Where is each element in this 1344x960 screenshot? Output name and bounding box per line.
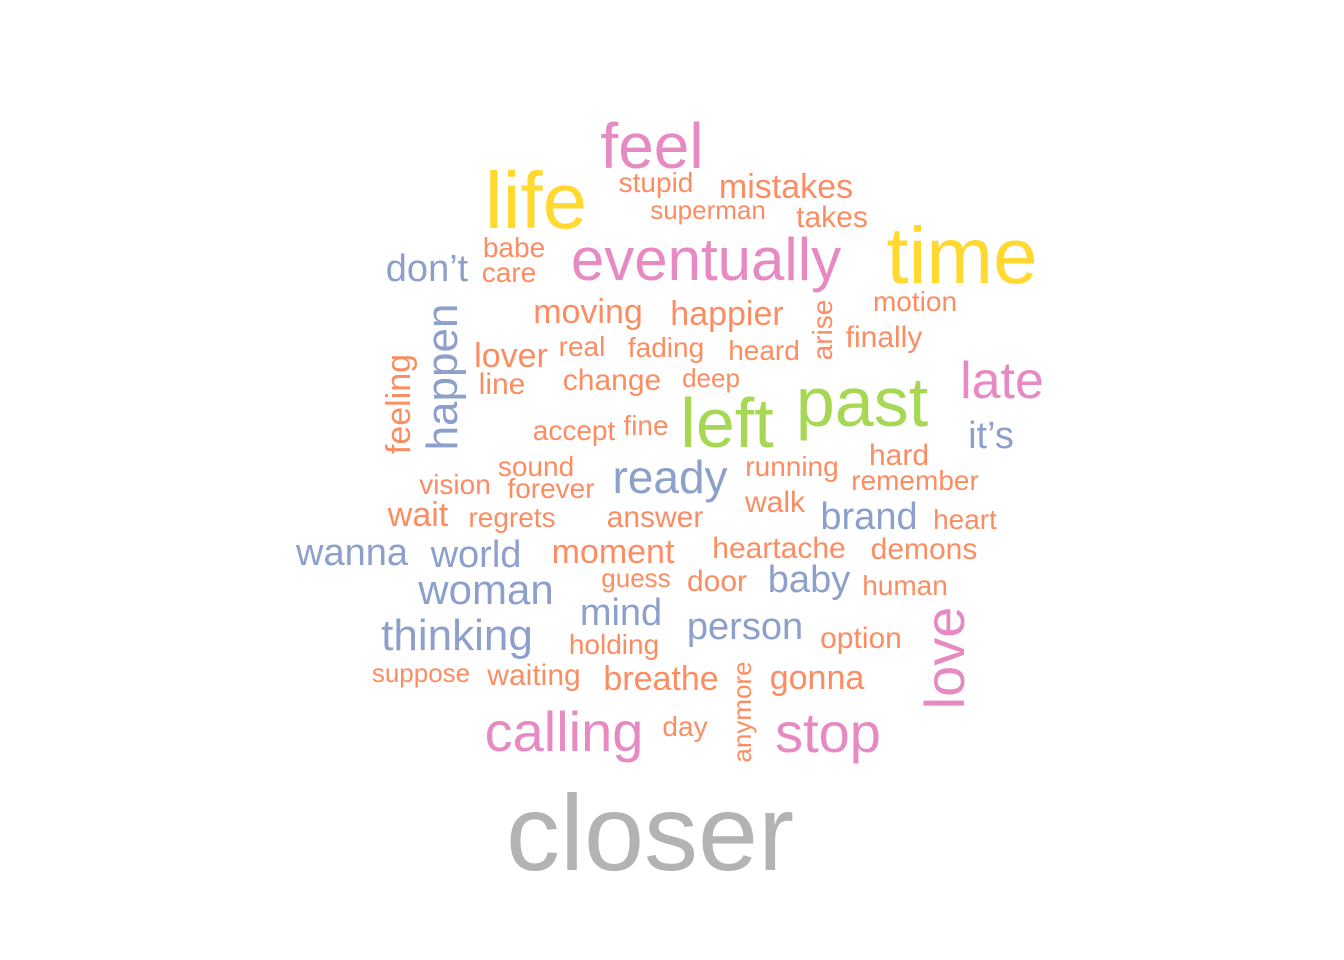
word-thinking: thinking — [381, 611, 533, 660]
word-mistakes: mistakes — [718, 168, 854, 206]
word-fading: fading — [627, 332, 705, 363]
word-wanna: wanna — [296, 532, 408, 574]
word-heartache: heartache — [712, 532, 846, 565]
word-love: love — [913, 606, 976, 710]
word-demons: demons — [870, 533, 978, 566]
word-holding: holding — [568, 629, 660, 660]
word-time: time — [886, 211, 1038, 300]
word-answer: answer — [606, 501, 704, 534]
word-guess: guess — [601, 563, 671, 593]
word-its: it’s — [968, 415, 1014, 457]
word-suppose: suppose — [371, 658, 471, 688]
word-stop: stop — [775, 701, 881, 764]
word-option: option — [820, 622, 902, 655]
word-motion: motion — [872, 286, 958, 317]
word-heard: heard — [728, 335, 800, 366]
word-world: world — [430, 534, 522, 576]
word-babe: babe — [482, 232, 546, 263]
word-feeling: feeling — [380, 353, 418, 455]
word-woman: woman — [418, 566, 554, 613]
word-stupid: stupid — [618, 167, 694, 198]
word-brand: brand — [820, 496, 918, 538]
word-closer: closer — [505, 772, 795, 893]
word-real: real — [558, 331, 606, 362]
word-dont: don’t — [385, 248, 469, 290]
word-past: past — [795, 363, 929, 441]
word-anymore: anymore — [727, 661, 757, 763]
word-arise: arise — [807, 299, 838, 361]
word-heart: heart — [933, 504, 997, 535]
word-gonna: gonna — [769, 659, 865, 697]
word-ready: ready — [612, 451, 728, 503]
word-happier: happier — [670, 295, 784, 333]
word-feel: feel — [600, 110, 704, 182]
word-moving: moving — [533, 293, 643, 331]
word-breathe: breathe — [603, 660, 719, 698]
word-human: human — [862, 570, 948, 601]
word-day: day — [662, 711, 708, 742]
word-forever: forever — [507, 473, 595, 504]
word-walk: walk — [744, 486, 806, 519]
word-moment: moment — [551, 533, 675, 571]
word-running: running — [745, 451, 839, 482]
word-line: line — [478, 368, 526, 401]
word-accept: accept — [532, 415, 616, 446]
word-superman: superman — [650, 195, 766, 225]
word-wait: wait — [387, 496, 449, 534]
word-lover: lover — [474, 337, 548, 375]
word-sound: sound — [497, 451, 575, 482]
word-life: life — [484, 156, 588, 245]
word-hard: hard — [868, 439, 930, 472]
word-eventually: eventually — [570, 226, 842, 293]
word-happen: happen — [418, 303, 467, 451]
word-waiting: waiting — [487, 659, 581, 692]
word-mind: mind — [579, 592, 663, 634]
word-door: door — [686, 565, 748, 598]
word-deep: deep — [682, 363, 740, 393]
word-care: care — [481, 257, 537, 288]
word-calling: calling — [484, 700, 644, 763]
word-fine: fine — [623, 410, 669, 441]
word-person: person — [686, 606, 804, 648]
word-takes: takes — [796, 201, 868, 234]
word-change: change — [562, 364, 662, 397]
word-baby: baby — [767, 559, 851, 601]
word-left: left — [680, 384, 774, 462]
word-late: late — [960, 352, 1044, 410]
word-vision: vision — [419, 469, 491, 500]
word-finally: finally — [845, 321, 923, 354]
word-regrets: regrets — [468, 502, 556, 533]
word-remember: remember — [851, 465, 979, 496]
